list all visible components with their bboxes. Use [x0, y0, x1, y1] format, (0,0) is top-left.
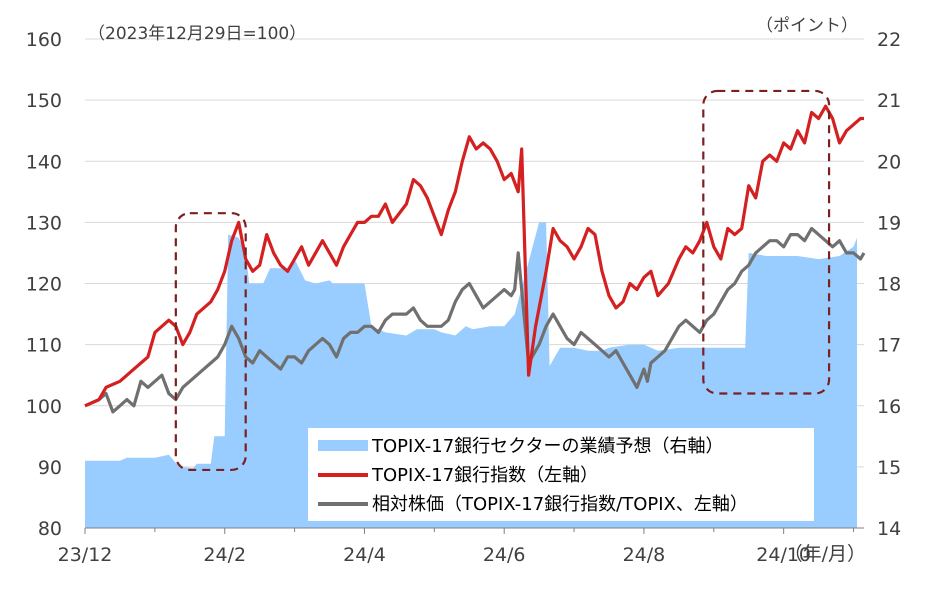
y-right-tick-label: 22 [877, 29, 901, 51]
y-right-tick-label: 21 [877, 90, 901, 112]
x-tick-label: 24/8 [623, 544, 666, 566]
series-lines-layer [84, 104, 866, 414]
y-left-tick-label: 120 [26, 274, 62, 296]
y-right-tick-label: 15 [877, 457, 901, 479]
y-right-tick-label: 17 [877, 335, 901, 357]
legend-label-bank-index: TOPIX-17銀行指数（左軸） [371, 465, 598, 486]
legend-swatch-earnings [318, 440, 368, 451]
y-left-tick-label: 130 [26, 212, 62, 234]
y-right-tick-label: 14 [877, 518, 901, 540]
x-tick-label: 24/2 [203, 544, 246, 566]
y-left-tick-label: 110 [26, 335, 62, 357]
series-bank-index-line [84, 104, 864, 408]
y-left-tick-label: 100 [26, 396, 62, 418]
y-right-tick-label: 20 [877, 151, 901, 173]
x-tick-label: 24/6 [483, 544, 526, 566]
y-left-tick-label: 140 [26, 151, 62, 173]
y-right-tick-label: 16 [877, 396, 901, 418]
legend-background [308, 428, 814, 521]
y-right-tick-label: 18 [877, 274, 901, 296]
legend-label-earnings: TOPIX-17銀行セクターの業績予想（右軸） [371, 436, 723, 457]
x-tick-label: 24/4 [343, 544, 386, 566]
right-axis-unit: （ポイント） [756, 16, 858, 36]
x-tick-label: 23/12 [58, 544, 113, 566]
highlight-box [174, 212, 247, 472]
legend: TOPIX-17銀行セクターの業績予想（右軸） TOPIX-17銀行指数（左軸）… [308, 428, 814, 521]
y-left-tick-label: 150 [26, 90, 62, 112]
series-relative-price-line [84, 226, 866, 414]
y-left-tick-label: 160 [26, 29, 62, 51]
base-note: （2023年12月29日=100） [88, 24, 306, 44]
highlight-box [702, 89, 831, 395]
legend-label-relative: 相対株価（TOPIX-17銀行指数/TOPIX、左軸） [372, 494, 748, 515]
x-tick-label: 24/10 [756, 544, 811, 566]
axes: 80 90 100 110 120 130 140 150 160 14 15 16 17 18 19 20 2… [26, 29, 901, 566]
x-axis-unit: （年/月） [784, 543, 866, 565]
y-left-tick-label: 90 [38, 457, 62, 479]
highlight-boxes [174, 89, 831, 472]
y-right-tick-label: 19 [877, 212, 901, 234]
y-left-tick-label: 80 [38, 518, 62, 540]
